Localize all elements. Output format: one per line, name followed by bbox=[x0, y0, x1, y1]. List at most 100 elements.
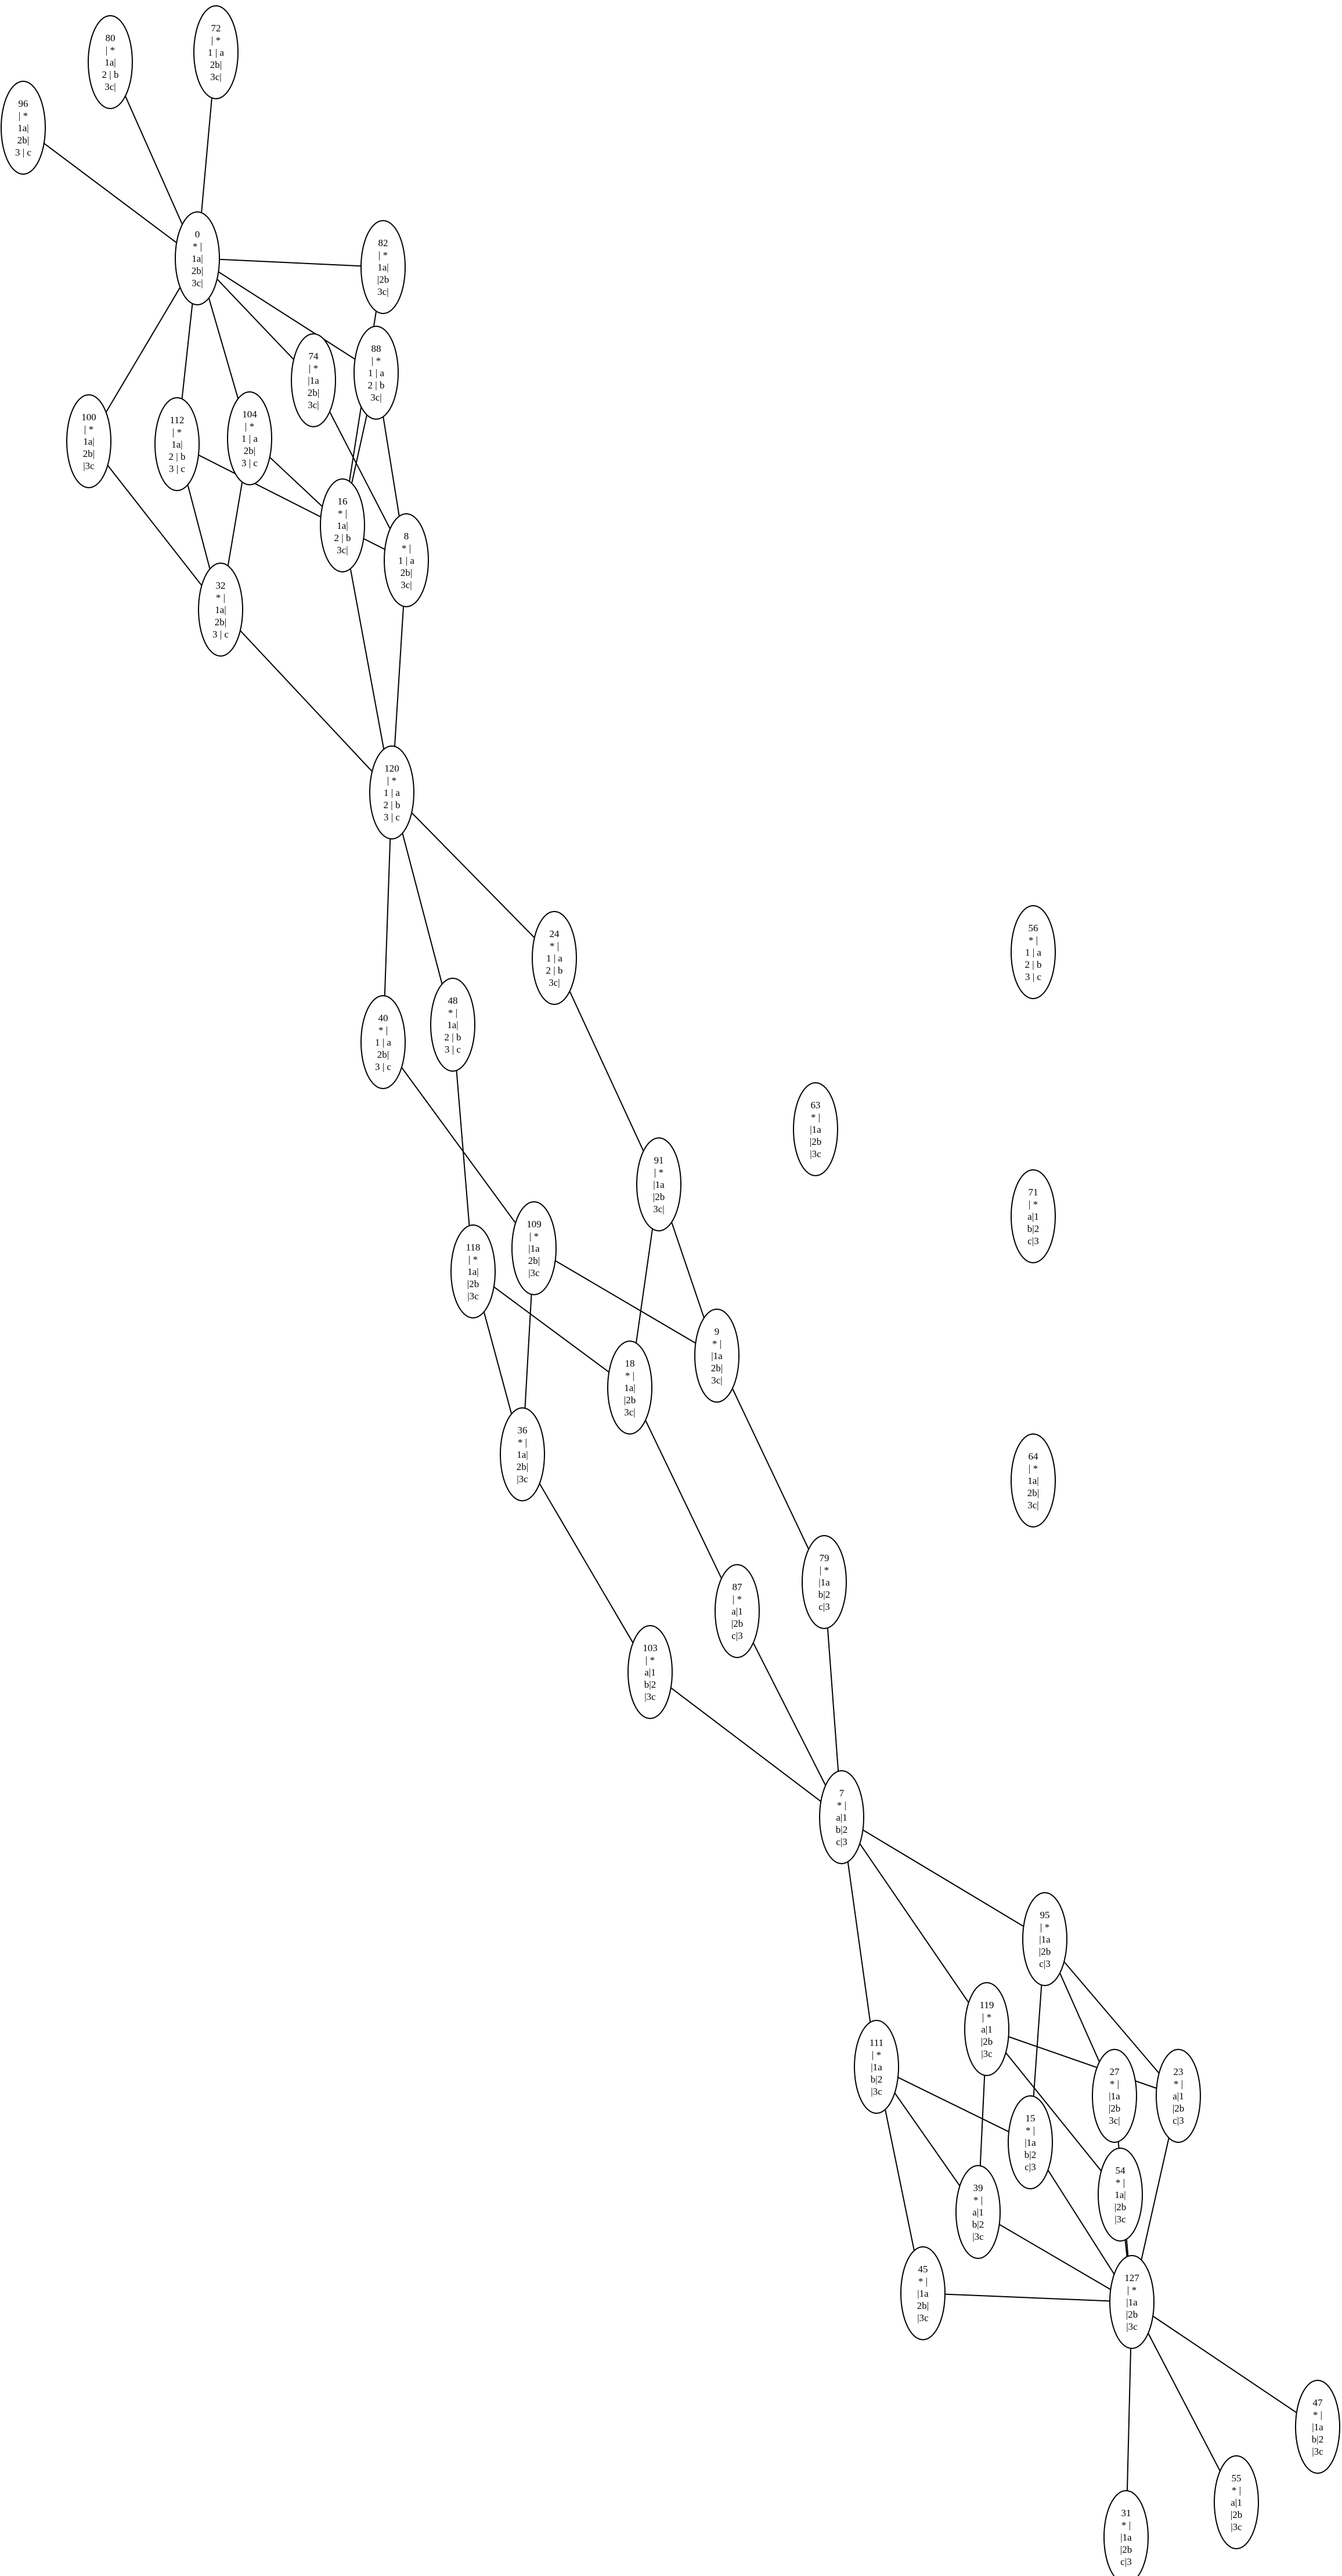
node-line-label: a|1 bbox=[1027, 1211, 1038, 1222]
node-23: 23* | a|1|2bc|3 bbox=[1156, 2049, 1201, 2143]
node-line-label: | * bbox=[982, 2012, 991, 2023]
node-line-label: b|2 bbox=[1024, 2149, 1036, 2160]
node-ellipse bbox=[900, 2246, 946, 2340]
node-id-label: 16 bbox=[338, 496, 348, 507]
node-id-label: 7 bbox=[839, 1788, 845, 1799]
node-line-label: 3c| bbox=[377, 286, 388, 297]
node-line-label: |1a bbox=[810, 1124, 821, 1135]
edge-109-9 bbox=[533, 1248, 717, 1356]
node-line-label: 2b| bbox=[244, 445, 255, 456]
node-id-label: 56 bbox=[1029, 923, 1038, 934]
node-id-label: 63 bbox=[811, 1100, 821, 1111]
node-line-label: 2 | b bbox=[1025, 959, 1042, 970]
node-id-label: 15 bbox=[1026, 2113, 1036, 2124]
node-line-label: |3c bbox=[981, 2048, 993, 2059]
node-id-label: 118 bbox=[466, 1242, 481, 1253]
node-line-label: |2b bbox=[981, 2036, 993, 2047]
node-line-label: 1 | a bbox=[1025, 947, 1041, 958]
node-line-label: | * bbox=[1127, 2285, 1137, 2296]
node-line-label: 1a| bbox=[104, 57, 116, 68]
node-line-label: 3 | c bbox=[212, 629, 229, 640]
node-id-label: 23 bbox=[1174, 2066, 1184, 2077]
node-ellipse bbox=[1008, 2095, 1053, 2189]
node-95: 95| *|1a|2bc|3 bbox=[1022, 1892, 1067, 1986]
node-ellipse bbox=[369, 745, 414, 840]
node-id-label: 55 bbox=[1232, 2473, 1242, 2484]
node-id-label: 111 bbox=[870, 2037, 883, 2048]
node-100: 100| *1a|2b||3c bbox=[66, 394, 111, 488]
node-id-label: 96 bbox=[19, 98, 28, 109]
node-ellipse bbox=[227, 391, 272, 485]
node-line-label: 3 | c bbox=[445, 1044, 461, 1055]
node-line-label: |1a bbox=[871, 2062, 882, 2073]
node-line-label: 3c| bbox=[1027, 1500, 1038, 1511]
node-line-label: * | bbox=[193, 241, 202, 252]
node-line-label: 1 | a bbox=[398, 555, 414, 566]
node-line-label: |1a bbox=[818, 1577, 830, 1588]
node-line-label: 1 | a bbox=[384, 787, 400, 798]
node-line-label: 2b| bbox=[210, 59, 222, 70]
node-ellipse bbox=[1295, 2380, 1340, 2474]
node-ellipse bbox=[193, 5, 239, 99]
node-line-label: 3c| bbox=[308, 399, 319, 410]
edge-0-96 bbox=[23, 127, 198, 259]
node-line-label: | * bbox=[84, 424, 93, 435]
node-line-label: |3c bbox=[1126, 2321, 1138, 2332]
node-line-label: |2b bbox=[1109, 2103, 1120, 2114]
edge-120-24 bbox=[391, 792, 555, 959]
node-line-label: | * bbox=[371, 355, 381, 366]
node-line-label: |3c bbox=[467, 1291, 479, 1302]
node-ellipse bbox=[532, 911, 577, 1005]
node-line-label: 1a| bbox=[1027, 1475, 1038, 1486]
node-55: 55* |a|1|2b|3c bbox=[1214, 2455, 1259, 2549]
node-ellipse bbox=[1103, 2490, 1149, 2576]
node-line-label: * | bbox=[1313, 2409, 1322, 2420]
node-ellipse bbox=[1011, 905, 1056, 999]
node-ellipse bbox=[694, 1309, 739, 1403]
node-line-label: |3c bbox=[1312, 2446, 1323, 2457]
node-line-label: 2 | b bbox=[445, 1032, 461, 1043]
node-line-label: * | bbox=[918, 2276, 928, 2287]
node-id-label: 18 bbox=[625, 1358, 635, 1369]
node-line-label: 2b| bbox=[711, 1363, 723, 1374]
node-line-label: |1a bbox=[528, 1243, 540, 1254]
node-line-label: |2b bbox=[1231, 2509, 1242, 2520]
node-line-label: * | bbox=[837, 1800, 846, 1811]
node-id-label: 71 bbox=[1029, 1187, 1038, 1198]
node-id-label: 72 bbox=[211, 23, 221, 34]
node-line-label: |1a bbox=[917, 2288, 929, 2299]
node-line-label: 1 | a bbox=[368, 368, 384, 379]
node-line-label: | * bbox=[309, 363, 318, 374]
node-54: 54* |1a| |2b|3c bbox=[1098, 2148, 1143, 2242]
node-line-label: * | bbox=[402, 543, 411, 554]
node-id-label: 32 bbox=[216, 580, 226, 591]
node-line-label: | * bbox=[529, 1231, 539, 1242]
node-7: 7* |a|1b|2c|3 bbox=[819, 1770, 864, 1864]
node-36: 36* |1a|2b||3c bbox=[500, 1407, 545, 1501]
node-71: 71| *a|1b|2c|3 bbox=[1011, 1169, 1056, 1263]
node-ellipse bbox=[955, 2165, 1001, 2259]
node-line-label: 3 | c bbox=[1025, 971, 1041, 982]
node-line-label: | * bbox=[387, 775, 396, 786]
node-id-label: 127 bbox=[1124, 2272, 1139, 2283]
node-id-label: 104 bbox=[242, 409, 257, 420]
node-103: 103 | *a|1b|2|3c bbox=[627, 1625, 673, 1719]
edge-103-7 bbox=[650, 1671, 842, 1818]
node-47: 47* | |1ab|2|3c bbox=[1295, 2380, 1340, 2474]
node-line-label: | * bbox=[211, 35, 221, 46]
node-line-label: |1a bbox=[653, 1179, 665, 1190]
node-line-label: 3c| bbox=[549, 977, 560, 988]
node-line-label: a|1 bbox=[836, 1812, 847, 1823]
node-line-label: b|2 bbox=[1312, 2434, 1323, 2445]
node-24: 24 * |1 | a2 | b3c| bbox=[532, 911, 577, 1005]
node-ellipse bbox=[1022, 1892, 1067, 1986]
node-line-label: 1 | a bbox=[375, 1037, 391, 1048]
node-line-label: * | bbox=[550, 941, 559, 952]
node-ellipse bbox=[1109, 2255, 1155, 2349]
edge-100-32 bbox=[88, 441, 221, 610]
node-id-label: 87 bbox=[733, 1581, 743, 1593]
node-line-label: 3c| bbox=[192, 278, 203, 289]
node-line-label: |2b bbox=[810, 1136, 821, 1147]
node-line-label: 2b| bbox=[401, 567, 412, 578]
